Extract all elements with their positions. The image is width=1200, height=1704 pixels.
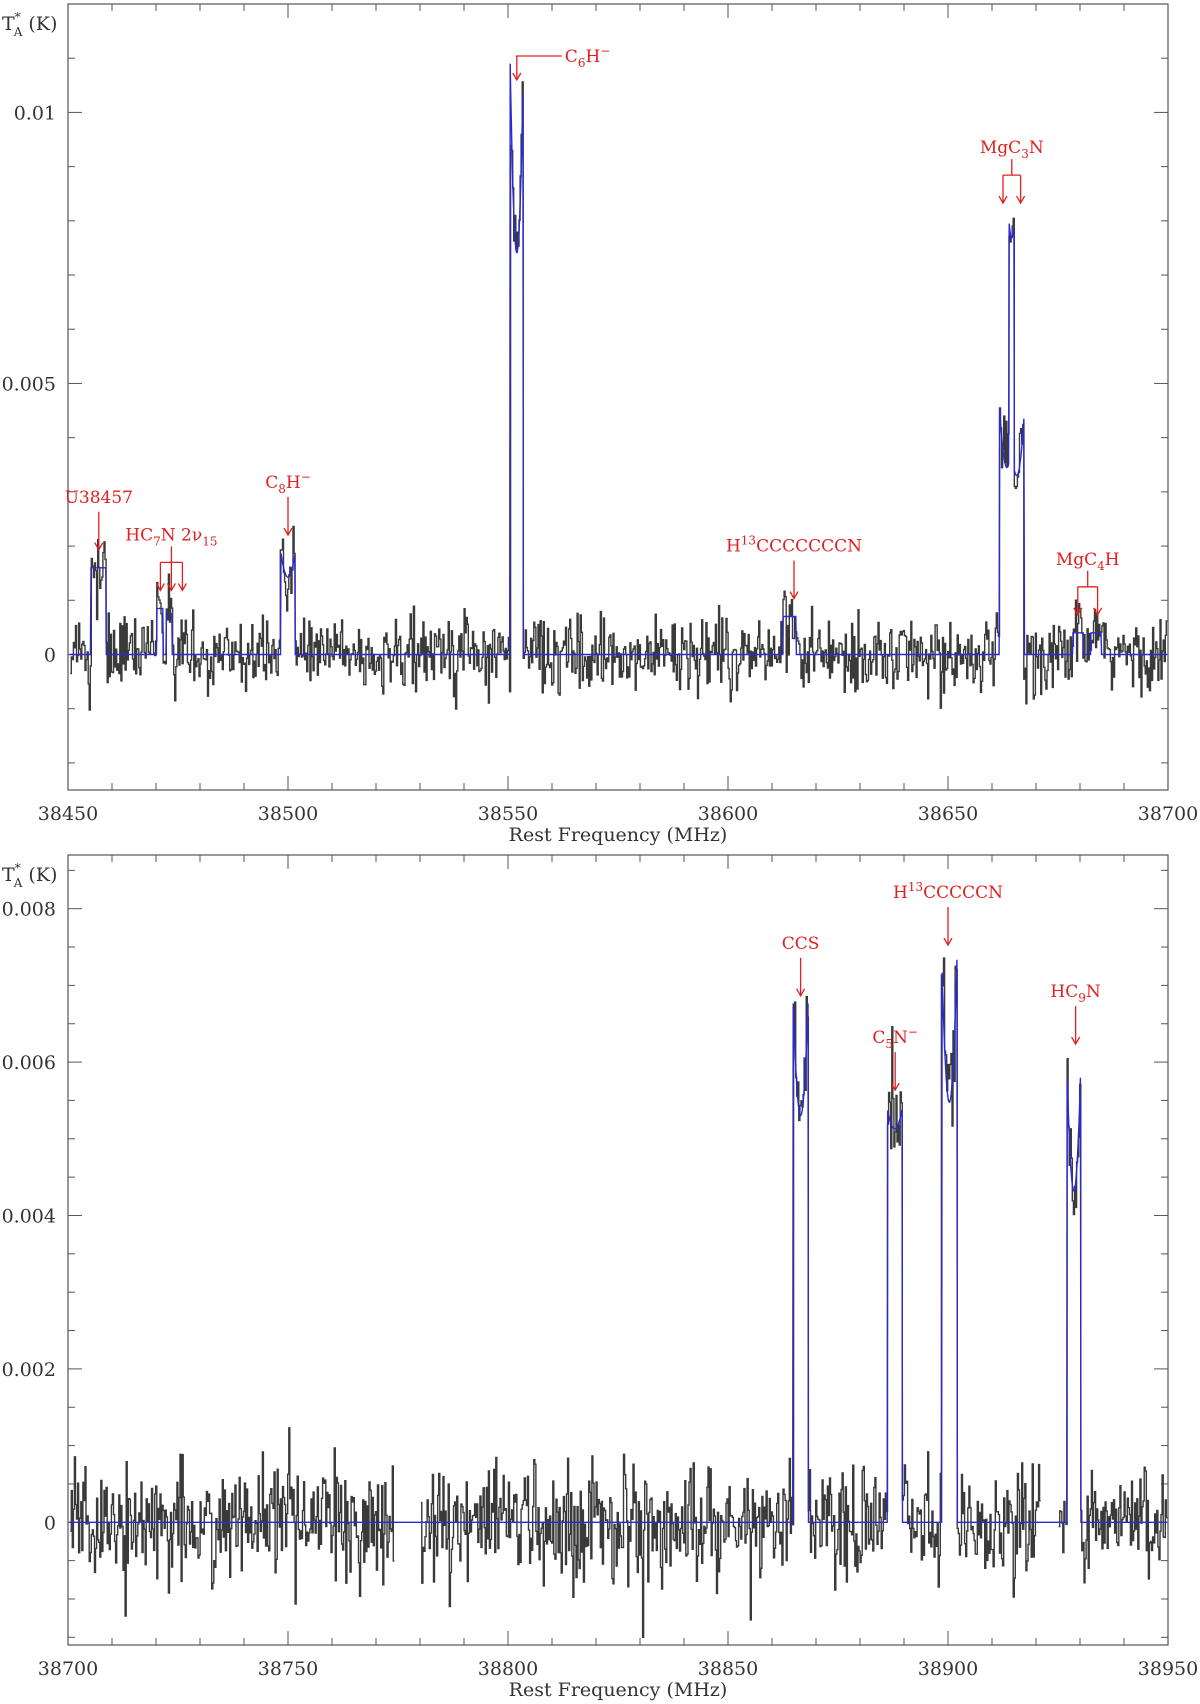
x-axis-title: Rest Frequency (MHz) xyxy=(509,1679,728,1701)
y-tick-label: 0.006 xyxy=(2,1052,56,1074)
y-tick-label: 0.002 xyxy=(2,1359,56,1381)
annotation-3: C6H− xyxy=(512,44,611,82)
annotation-1: C5N− xyxy=(872,1025,918,1092)
annotation-1: HC7N 2ν15 xyxy=(125,525,218,592)
annotation-6: MgC4H xyxy=(1056,550,1120,617)
y-tick-label: 0.008 xyxy=(2,899,56,921)
x-tick-label: 38750 xyxy=(258,1658,318,1680)
annotation-2: C8H− xyxy=(265,470,311,537)
y-tick-label: 0.005 xyxy=(2,373,56,395)
x-tick-label: 38800 xyxy=(478,1658,538,1680)
model-spectrum xyxy=(69,959,1167,1523)
y-axis-title: T* A (K) xyxy=(2,10,57,39)
y-tick-label: 0.004 xyxy=(2,1205,56,1227)
observed-spectrum xyxy=(70,957,1168,1638)
y-tick-label: 0 xyxy=(44,644,56,666)
annotation-0: CCS xyxy=(782,934,820,998)
annotation-2: H13CCCCCN xyxy=(893,880,1003,947)
x-tick-label: 38500 xyxy=(258,803,318,825)
x-axis-title: Rest Frequency (MHz) xyxy=(509,824,728,846)
x-tick-label: 38450 xyxy=(38,803,98,825)
model-spectrum xyxy=(69,63,1167,656)
annotation-4: H13CCCCCCCN xyxy=(726,534,862,600)
annotation-5: MgC3N xyxy=(980,138,1044,205)
x-tick-label: 38550 xyxy=(478,803,538,825)
annotation-3: HC9N xyxy=(1050,982,1101,1046)
annotation-label: H13CCCCCN xyxy=(893,880,1003,903)
annotation-label: HC7N 2ν15 xyxy=(125,525,217,548)
annotation-label: C5N− xyxy=(872,1025,918,1051)
x-tick-label: 38600 xyxy=(698,803,758,825)
annotation-label: H13CCCCCCCN xyxy=(726,534,862,557)
annotation-label: MgC3N xyxy=(980,138,1044,161)
annotation-label: CCS xyxy=(782,934,820,954)
annotation-label: C6H− xyxy=(565,44,611,70)
x-tick-label: 38650 xyxy=(918,803,978,825)
annotation-0: U38457 xyxy=(65,488,133,552)
spectrum-panel-2: 38700 38750 38800 38850 38900 38950 0 0.002 0.00… xyxy=(2,854,1198,1701)
annotation-label: C8H− xyxy=(265,470,311,496)
annotation-label: HC9N xyxy=(1050,982,1100,1005)
observed-spectrum xyxy=(70,81,1168,711)
x-tick-label: 38900 xyxy=(918,1658,978,1680)
x-tick-label: 38700 xyxy=(1138,803,1198,825)
x-tick-label: 38700 xyxy=(38,1658,98,1680)
y-tick-label: 0 xyxy=(44,1512,56,1534)
x-tick-label: 38950 xyxy=(1138,1658,1198,1680)
annotation-label: MgC4H xyxy=(1056,550,1120,573)
spectrum-panel-1: 38450 38500 38550 38600 38650 38700 0 0.005 0.01… xyxy=(2,3,1198,846)
y-tick-label: 0.01 xyxy=(14,102,56,124)
plot-frame xyxy=(67,3,1169,791)
plot-frame xyxy=(67,854,1169,1646)
annotation-label: U38457 xyxy=(65,488,133,508)
x-tick-label: 38850 xyxy=(698,1658,758,1680)
y-axis-title: T* A (K) xyxy=(2,861,57,890)
